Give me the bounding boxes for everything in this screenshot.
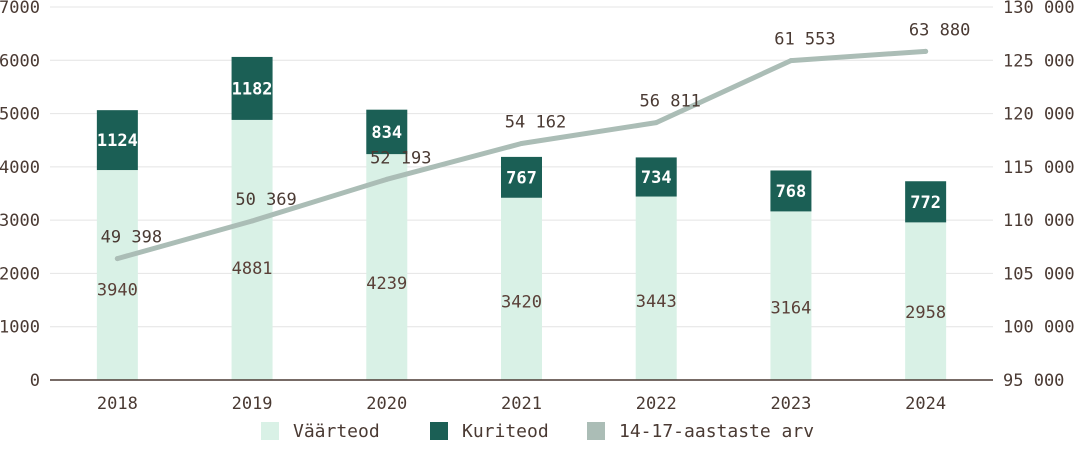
bar-kuriteod bbox=[905, 181, 947, 223]
x-axis-tick: 2021 bbox=[501, 394, 542, 414]
data-label-kuriteod: 767 bbox=[506, 168, 537, 188]
line-point bbox=[653, 120, 659, 126]
left-axis-tick: 1000 bbox=[0, 318, 40, 338]
legend-swatch bbox=[261, 422, 279, 440]
axes: 0 1000 2000 3000 4000 5000 6000 7000 95 000 100 0… bbox=[0, 0, 1075, 414]
bar-vaarteod bbox=[905, 222, 947, 380]
data-labels: 1124 3940 1182 4881 834 4239 767 3420 734 3443 768… bbox=[97, 20, 970, 323]
bar-vaarteod bbox=[635, 196, 677, 380]
legend-swatch bbox=[430, 422, 448, 440]
line-point bbox=[249, 218, 255, 224]
right-axis-tick: 110 000 bbox=[1003, 211, 1075, 231]
data-label-vaarteod: 3420 bbox=[501, 293, 542, 313]
x-axis-tick: 2019 bbox=[232, 394, 273, 414]
x-axis-tick: 2020 bbox=[366, 394, 407, 414]
bar-kuriteod bbox=[635, 157, 677, 197]
x-axis-tick: 2024 bbox=[905, 394, 946, 414]
line-point bbox=[788, 58, 794, 64]
data-label-population: 61 553 bbox=[774, 30, 835, 50]
legend-label: Kuriteod bbox=[462, 421, 549, 442]
left-axis-tick: 0 bbox=[30, 371, 40, 391]
left-axis-tick: 4000 bbox=[0, 158, 40, 178]
bars bbox=[96, 56, 947, 381]
data-label-vaarteod: 2958 bbox=[905, 303, 946, 323]
data-label-population: 52 193 bbox=[370, 148, 431, 168]
data-label-kuriteod: 1124 bbox=[97, 131, 138, 151]
right-axis-tick: 115 000 bbox=[1003, 158, 1075, 178]
legend: Väärteod Kuriteod 14-17-aastaste arv bbox=[261, 421, 814, 442]
bar-kuriteod bbox=[501, 156, 542, 198]
bar-vaarteod bbox=[96, 170, 138, 380]
data-label-population: 56 811 bbox=[640, 92, 701, 112]
data-label-vaarteod: 3164 bbox=[770, 299, 811, 319]
data-label-kuriteod: 834 bbox=[371, 123, 402, 143]
line-point bbox=[923, 48, 929, 54]
bar-vaarteod bbox=[366, 154, 408, 380]
data-label-kuriteod: 772 bbox=[910, 193, 941, 213]
data-label-kuriteod: 734 bbox=[641, 168, 672, 188]
right-axis-tick: 120 000 bbox=[1003, 105, 1075, 125]
line-point bbox=[519, 141, 524, 147]
data-label-kuriteod: 768 bbox=[776, 182, 807, 202]
population-line bbox=[114, 48, 929, 262]
left-axis-tick: 2000 bbox=[0, 264, 40, 284]
data-label-population: 50 369 bbox=[235, 190, 296, 210]
x-axis-tick: 2023 bbox=[770, 394, 811, 414]
right-axis-tick: 130 000 bbox=[1003, 0, 1075, 18]
bar-kuriteod bbox=[231, 56, 273, 120]
bar-vaarteod bbox=[501, 197, 542, 380]
bar-vaarteod bbox=[770, 211, 812, 380]
legend-label: Väärteod bbox=[293, 421, 380, 442]
left-axis-tick: 6000 bbox=[0, 51, 40, 71]
bar-kuriteod bbox=[770, 170, 812, 212]
data-label-population: 54 162 bbox=[505, 113, 566, 133]
left-axis-tick: 5000 bbox=[0, 105, 40, 125]
bar-kuriteod bbox=[96, 110, 138, 171]
right-axis-tick: 95 000 bbox=[1003, 371, 1064, 391]
right-axis-tick: 100 000 bbox=[1003, 318, 1075, 338]
data-label-vaarteod: 3443 bbox=[636, 292, 677, 312]
x-axis-tick: 2018 bbox=[97, 394, 138, 414]
data-label-vaarteod: 4239 bbox=[366, 274, 407, 294]
left-axis-tick: 3000 bbox=[0, 211, 40, 231]
right-axis-tick: 105 000 bbox=[1003, 264, 1075, 284]
data-label-population: 49 398 bbox=[101, 228, 162, 248]
data-label-vaarteod: 3940 bbox=[97, 281, 138, 301]
data-label-kuriteod: 1182 bbox=[232, 79, 273, 99]
bar-vaarteod bbox=[231, 119, 273, 381]
data-label-vaarteod: 4881 bbox=[232, 259, 273, 279]
line-point bbox=[384, 176, 390, 182]
legend-label: 14-17-aastaste arv bbox=[619, 421, 814, 442]
bar-kuriteod bbox=[366, 109, 408, 155]
data-label-population: 63 880 bbox=[909, 20, 970, 40]
legend-swatch bbox=[587, 422, 605, 440]
left-axis-tick: 7000 bbox=[0, 0, 40, 18]
right-axis-tick: 125 000 bbox=[1003, 51, 1075, 71]
x-axis-tick: 2022 bbox=[636, 394, 677, 414]
line-point bbox=[114, 256, 120, 262]
